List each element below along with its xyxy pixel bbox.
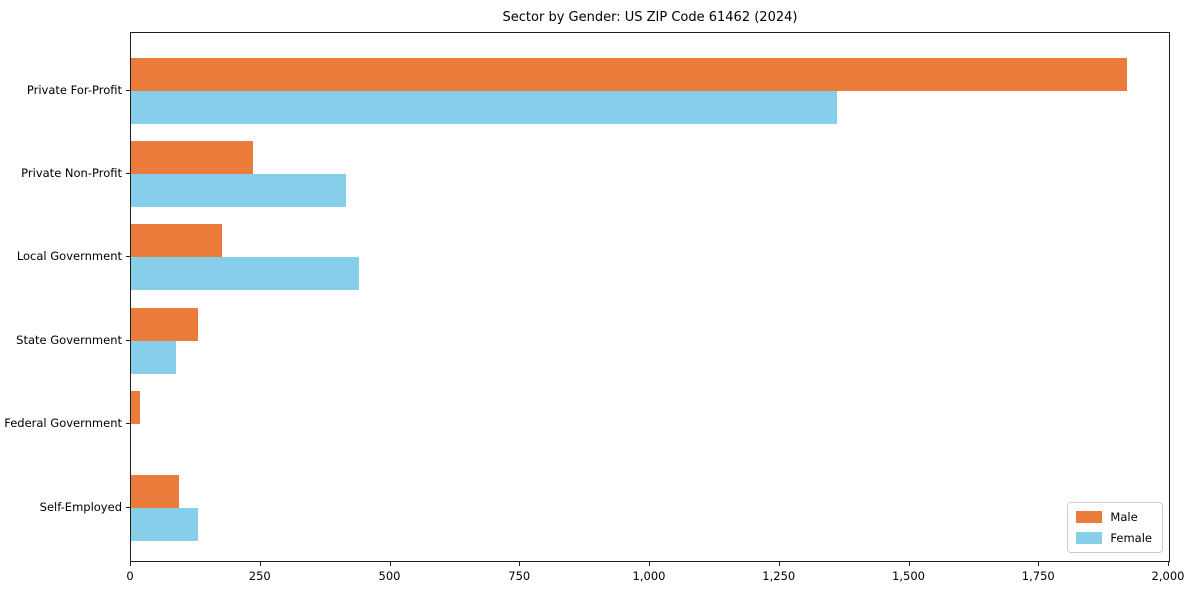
legend-label: Male bbox=[1110, 510, 1138, 524]
x-tick-mark bbox=[649, 562, 650, 566]
y-tick-label: Federal Government bbox=[4, 416, 122, 431]
x-tick-mark bbox=[259, 562, 261, 566]
x-tick-mark bbox=[389, 562, 391, 566]
y-tick-label: Local Government bbox=[16, 249, 122, 264]
x-tick-mark bbox=[908, 562, 910, 566]
y-tick-mark bbox=[126, 256, 130, 258]
bar-male bbox=[131, 140, 253, 174]
legend-item: Female bbox=[1076, 531, 1152, 545]
y-tick-mark bbox=[126, 506, 130, 508]
x-tick-mark bbox=[778, 562, 780, 566]
x-tick-label: 1,000 bbox=[632, 569, 666, 583]
x-tick-mark bbox=[519, 562, 521, 566]
y-tick-label: Private For-Profit bbox=[26, 82, 122, 97]
bar-male bbox=[131, 224, 222, 258]
x-tick-mark bbox=[130, 562, 131, 566]
x-tick-label: 500 bbox=[378, 569, 401, 583]
y-tick-label: Private Non-Profit bbox=[21, 165, 122, 180]
x-tick-label: 1,500 bbox=[892, 569, 925, 583]
x-tick-mark bbox=[1038, 562, 1040, 566]
bar-female bbox=[131, 507, 199, 541]
x-tick-label: 2,000 bbox=[1151, 569, 1185, 583]
plot-area: Male Female bbox=[130, 32, 1170, 562]
legend: Male Female bbox=[1067, 502, 1163, 553]
bar-male bbox=[131, 57, 1128, 91]
x-tick-label: 1,750 bbox=[1021, 569, 1055, 583]
x-tick-mark bbox=[1168, 562, 1169, 566]
legend-swatch-female bbox=[1076, 532, 1103, 544]
y-tick-mark bbox=[126, 172, 130, 174]
bar-female bbox=[131, 173, 347, 207]
bar-female bbox=[131, 257, 360, 291]
bar-male bbox=[131, 307, 199, 341]
y-tick-mark bbox=[126, 339, 130, 341]
bar-female bbox=[131, 90, 837, 124]
y-tick-label: State Government bbox=[16, 332, 122, 347]
legend-item: Male bbox=[1076, 510, 1152, 524]
y-tick-mark bbox=[126, 423, 130, 425]
y-tick-mark bbox=[126, 89, 130, 91]
bars-layer bbox=[131, 33, 1169, 561]
x-tick-label: 750 bbox=[508, 569, 531, 583]
legend-label: Female bbox=[1110, 531, 1152, 545]
legend-swatch-male bbox=[1076, 511, 1103, 523]
x-tick-label: 0 bbox=[126, 569, 134, 583]
x-tick-label: 250 bbox=[248, 569, 271, 583]
bar-male bbox=[131, 391, 141, 425]
chart-title: Sector by Gender: US ZIP Code 61462 (202… bbox=[502, 10, 798, 25]
bar-male bbox=[131, 474, 179, 508]
bar-female bbox=[131, 340, 177, 374]
x-tick-label: 1,250 bbox=[762, 569, 796, 583]
y-tick-label: Self-Employed bbox=[39, 499, 122, 514]
